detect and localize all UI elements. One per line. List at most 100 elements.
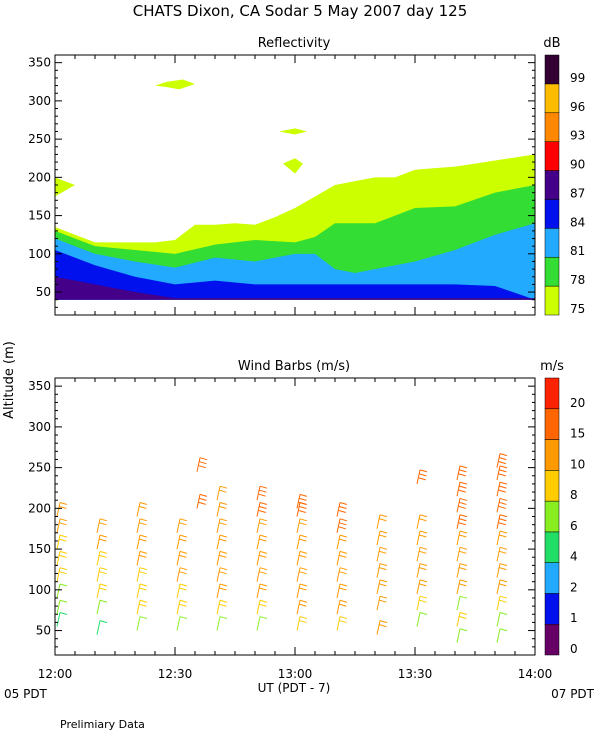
- wind-barb: [216, 518, 228, 533]
- wind-barb: [296, 518, 308, 533]
- colorbar-label: 81: [570, 244, 585, 258]
- wind-barb: [136, 599, 148, 615]
- wind-barb: [456, 628, 468, 643]
- wind-barb: [56, 518, 68, 533]
- colorbar-swatch: [544, 170, 560, 200]
- wind-barb: [296, 534, 308, 550]
- colorbar-label: 10: [570, 457, 585, 471]
- panel1-title: Reflectivity: [258, 36, 331, 51]
- wind-barb: [256, 550, 268, 566]
- x-tick-label: 14:00: [518, 667, 553, 681]
- y-tick-label: 150: [28, 542, 51, 556]
- wind-barb: [416, 469, 428, 485]
- wind-barb: [216, 550, 228, 566]
- y-tick-label: 300: [28, 94, 51, 108]
- colorbar-swatch: [544, 112, 560, 142]
- colorbar-label: 87: [570, 186, 585, 200]
- colorbar-swatch: [544, 531, 560, 563]
- wind-barb: [496, 465, 508, 480]
- wind-barb: [336, 518, 348, 533]
- x-tick-label: 13:30: [398, 667, 433, 681]
- wind-barb: [376, 563, 388, 578]
- wind-barb: [296, 583, 308, 599]
- y-tick-label: 100: [28, 583, 51, 597]
- wind-barb: [336, 616, 348, 631]
- wind-barb: [56, 502, 68, 517]
- colorbar-label: 2: [570, 580, 578, 594]
- y-tick-label: 50: [36, 624, 51, 638]
- y-tick-label: 50: [36, 285, 51, 299]
- wind-barb: [496, 579, 508, 595]
- wind-barb: [216, 502, 228, 517]
- wind-barb: [416, 563, 428, 578]
- date-right: 07 PDT: [551, 687, 595, 701]
- reflectivity-patch: [155, 79, 195, 90]
- y-tick-label: 300: [28, 420, 51, 434]
- panel2-unit: m/s: [540, 359, 564, 374]
- wind-barb: [496, 546, 508, 562]
- wind-barb: [136, 518, 148, 533]
- colorbar-swatch: [544, 500, 560, 533]
- wind-barb: [336, 550, 348, 566]
- y-tick-label: 350: [28, 56, 51, 70]
- wind-barb: [496, 497, 508, 513]
- wind-barb: [136, 567, 148, 582]
- y-axis-label: Altitude (m): [2, 341, 17, 419]
- wind-barb: [216, 567, 228, 582]
- colorbar-label: 6: [570, 519, 578, 533]
- colorbar-swatch: [544, 141, 560, 171]
- wind-barb: [456, 595, 468, 611]
- wind-barb: [336, 583, 348, 599]
- wind-barb: [456, 465, 468, 480]
- y-tick-label: 200: [28, 170, 51, 184]
- colorbar-label: 0: [570, 642, 578, 656]
- wind-barb: [96, 583, 108, 599]
- colorbar-label: 15: [570, 427, 585, 441]
- wind-barb: [376, 595, 388, 611]
- wind-barb: [136, 550, 148, 566]
- wind-barb: [256, 485, 268, 501]
- y-tick-label: 250: [28, 132, 51, 146]
- date-left: 05 PDT: [4, 687, 48, 701]
- colorbar-swatch: [544, 377, 560, 410]
- colorbar-label: 96: [570, 100, 585, 114]
- wind-barb: [496, 595, 508, 611]
- wind-barb: [176, 583, 188, 599]
- reflectivity-patch: [283, 158, 303, 174]
- wind-barb: [496, 628, 508, 643]
- wind-barb: [296, 550, 308, 566]
- wind-barb: [216, 485, 228, 501]
- wind-barb: [456, 546, 468, 562]
- x-tick-label: 12:00: [38, 667, 73, 681]
- wind-barb: [496, 612, 508, 627]
- colorbar-label: 84: [570, 215, 585, 229]
- wind-barb: [456, 579, 468, 595]
- wind-barb: [256, 534, 268, 550]
- figure-title: CHATS Dixon, CA Sodar 5 May 2007 day 125: [133, 2, 468, 20]
- wind-barb: [496, 481, 508, 497]
- wind-barb: [136, 616, 148, 631]
- wind-barb: [96, 599, 108, 615]
- wind-barb: [96, 534, 108, 550]
- wind-barb: [216, 599, 228, 615]
- wind-barb: [216, 583, 228, 599]
- wind-barb: [496, 453, 508, 468]
- wind-barb: [336, 534, 348, 550]
- wind-barb: [176, 616, 188, 631]
- wind-barb: [256, 502, 268, 517]
- colorbar-label: 78: [570, 273, 585, 287]
- wind-barb: [496, 514, 508, 529]
- colorbar-swatch: [544, 562, 560, 594]
- colorbar-label: 4: [570, 550, 578, 564]
- wind-barb: [136, 502, 148, 517]
- reflectivity-axes: 50 100 150 200 250 300 350: [28, 55, 536, 315]
- wind-barb: [216, 534, 228, 550]
- wind-barbs: [56, 453, 508, 643]
- wind-barb: [256, 518, 268, 533]
- wind-barb: [136, 534, 148, 550]
- wind-barb: [176, 550, 188, 566]
- wind-barb: [416, 546, 428, 562]
- wind-barb: [136, 583, 148, 599]
- wind-axes: 50 100 150 200 250 300 350 12:00 12:30 13:00 13:30…: [28, 378, 552, 681]
